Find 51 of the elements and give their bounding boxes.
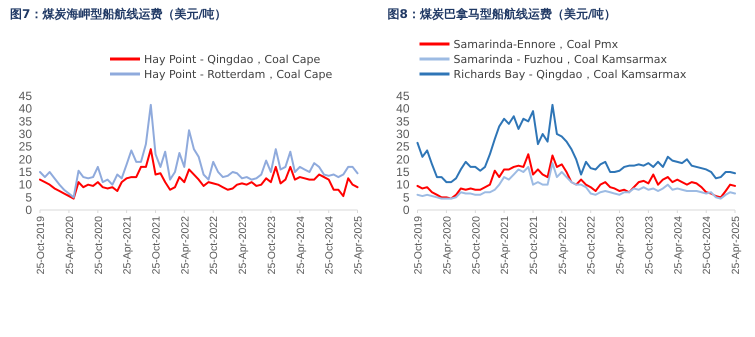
y-tick-label: 35 [396, 114, 410, 128]
y-tick-label: 15 [396, 165, 410, 179]
y-tick-label: 45 [396, 89, 410, 103]
y-tick-label: 30 [18, 127, 32, 141]
x-tick-label: 25-Apr-2023 [236, 216, 249, 274]
y-tick-label: 25 [396, 140, 410, 154]
x-tick-label: 25-Oct-2024 [701, 216, 714, 274]
y-tick-label: 30 [396, 127, 410, 141]
chart-title: 图7：煤炭海岬型船航线运费（美元/吨） [10, 7, 227, 21]
x-tick-label: 25-Apr-2021 [122, 216, 134, 274]
y-tick-label: 0 [402, 203, 410, 217]
legend-label: Samarinda-Ennore，Coal Pmx [454, 38, 619, 51]
legend-label: Samarinda - Fuzhou，Coal Kamsarmax [454, 53, 668, 66]
y-tick-label: 5 [402, 190, 410, 204]
x-tick-label: 25-Oct-2021 [150, 216, 163, 274]
x-tick-label: 25-Apr-2021 [499, 216, 512, 274]
x-tick-label: 25-Apr-2020 [441, 216, 454, 274]
y-tick-label: 10 [396, 178, 410, 192]
y-tick-label: 0 [25, 203, 32, 217]
x-tick-label: 25-Apr-2022 [556, 216, 569, 274]
x-tick-label: 25-Oct-2022 [208, 216, 220, 274]
x-tick-label: 25-Oct-2019 [35, 216, 47, 274]
y-tick-label: 40 [396, 102, 410, 116]
y-tick-label: 35 [18, 114, 32, 128]
y-tick-label: 40 [18, 102, 32, 116]
legend-label: Richards Bay - Qingdao，Coal Kamsarmax [454, 68, 687, 81]
y-tick-label: 25 [18, 140, 32, 154]
x-tick-label: 25-Apr-2024 [672, 216, 684, 274]
x-tick-label: 25-Oct-2020 [92, 216, 105, 274]
x-tick-label: 25-Apr-2024 [294, 216, 307, 274]
y-tick-label: 45 [18, 89, 32, 103]
x-tick-label: 25-Apr-2023 [614, 216, 626, 274]
chart-title: 图8：煤炭巴拿马型船航线运费（美元/吨） [388, 7, 616, 21]
legend-label: Hay Point - Qingdao，Coal Cape [144, 53, 321, 66]
x-tick-label: 25-Oct-2023 [643, 216, 656, 274]
x-tick-label: 25-Oct-2019 [412, 216, 424, 274]
y-tick-label: 20 [396, 152, 410, 166]
y-tick-label: 20 [18, 152, 32, 166]
x-tick-label: 25-Oct-2022 [586, 216, 598, 274]
x-tick-label: 25-Oct-2020 [470, 216, 482, 274]
y-tick-label: 5 [25, 190, 32, 204]
x-tick-label: 25-Apr-2020 [64, 216, 76, 274]
x-tick-label: 25-Oct-2024 [324, 216, 336, 274]
x-tick-label: 25-Apr-2022 [179, 216, 192, 274]
x-tick-label: 25-Apr-2025 [730, 216, 742, 274]
y-tick-label: 10 [18, 178, 32, 192]
x-tick-label: 25-Oct-2021 [528, 216, 540, 274]
y-tick-label: 15 [18, 165, 32, 179]
legend-label: Hay Point - Rotterdam，Coal Cape [144, 68, 332, 81]
x-tick-label: 25-Oct-2023 [266, 216, 278, 274]
x-tick-label: 25-Apr-2025 [352, 216, 364, 274]
